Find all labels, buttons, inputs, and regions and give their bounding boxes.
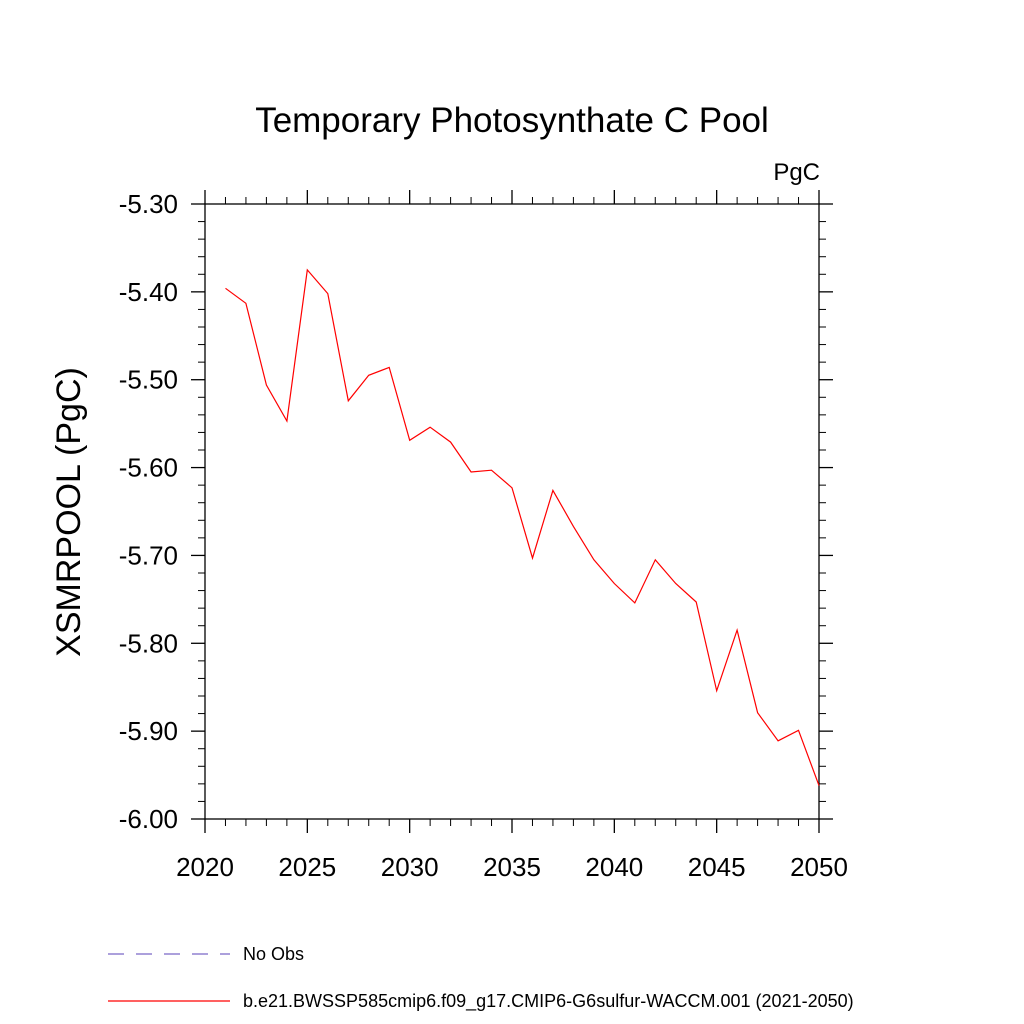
x-tick-label: 2045 bbox=[688, 852, 746, 882]
y-tick-label: -5.60 bbox=[119, 453, 178, 483]
chart-title: Temporary Photosynthate C Pool bbox=[255, 101, 769, 140]
legend-label: No Obs bbox=[243, 944, 304, 964]
y-tick-label: -5.80 bbox=[119, 628, 178, 658]
y-tick-label: -5.30 bbox=[119, 189, 178, 219]
y-tick-label: -5.40 bbox=[119, 277, 178, 307]
units-label: PgC bbox=[773, 159, 820, 186]
y-axis-label: XSMRPOOL (PgC) bbox=[50, 367, 88, 657]
x-tick-label: 2030 bbox=[381, 852, 439, 882]
y-tick-label: -5.50 bbox=[119, 365, 178, 395]
series-line bbox=[225, 268, 820, 786]
y-tick-label: -5.90 bbox=[119, 716, 178, 746]
y-tick-label: -6.00 bbox=[119, 804, 178, 834]
x-tick-label: 2025 bbox=[278, 852, 336, 882]
plot-frame bbox=[204, 203, 820, 820]
y-tick-label: -5.70 bbox=[119, 540, 178, 570]
axis-ticks: 2020 2025 2030 2035 2040 2045 2050 -5.30 -5.40 -5… bbox=[119, 189, 848, 882]
legend-label: b.e21.BWSSP585cmip6.f09_g17.CMIP6-G6sulf… bbox=[243, 991, 854, 1012]
x-tick-label: 2050 bbox=[790, 852, 848, 882]
x-tick-label: 2020 bbox=[176, 852, 234, 882]
x-tick-label: 2035 bbox=[483, 852, 541, 882]
legend: No Obs b.e21.BWSSP585cmip6.f09_g17.CMIP6-… bbox=[108, 944, 854, 1012]
x-tick-label: 2040 bbox=[585, 852, 643, 882]
series-layer bbox=[225, 268, 820, 786]
